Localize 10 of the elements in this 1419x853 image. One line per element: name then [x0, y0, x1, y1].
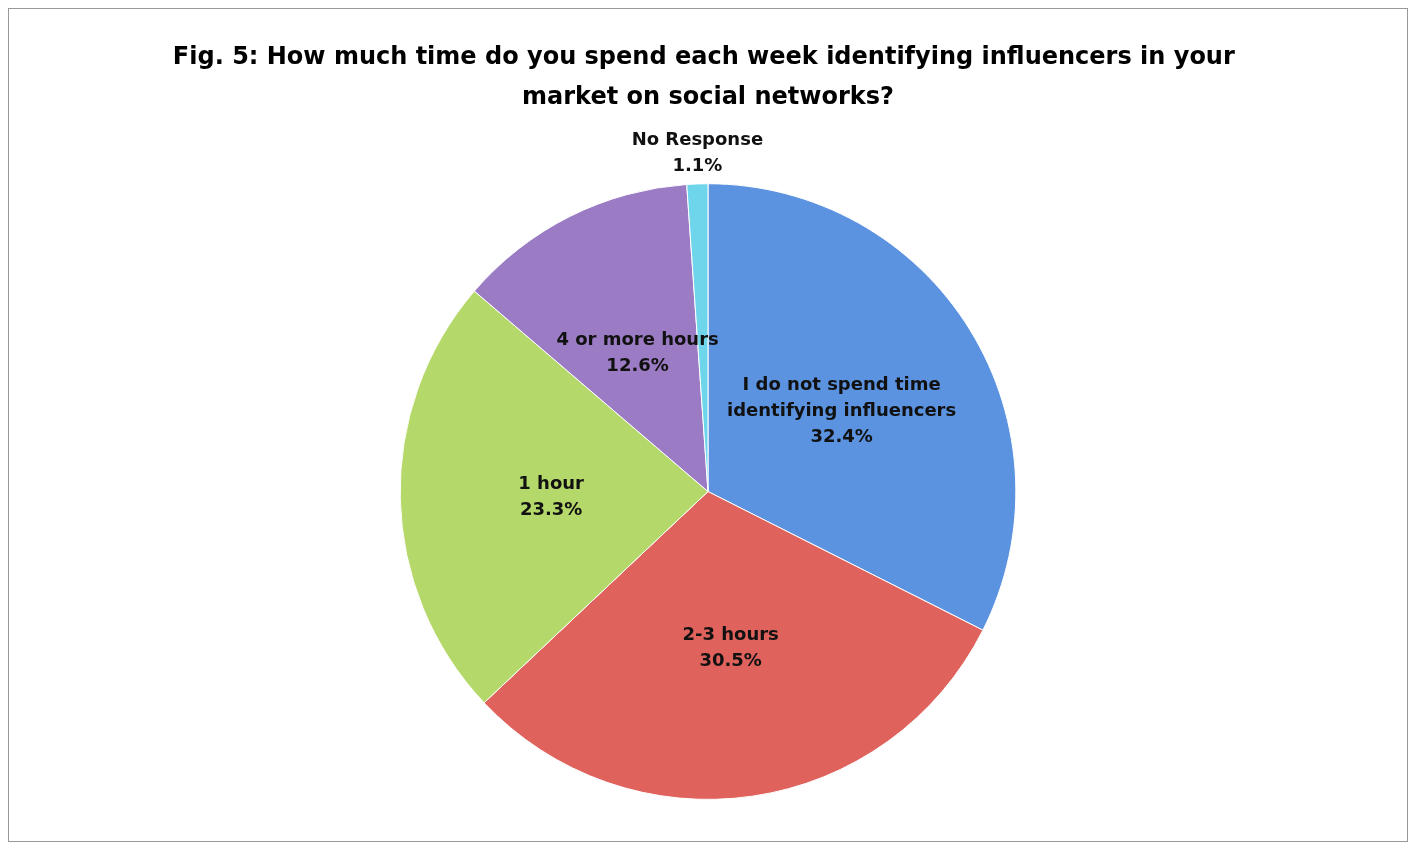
data-label: 23.3%: [519, 497, 583, 519]
data-label: 32.4%: [810, 424, 873, 446]
chart-title: Fig. 5: How much time do you spend each week identifying influencers in your market on social networks?: [172, 42, 1244, 110]
slice-label: 1 hour: [518, 471, 585, 493]
data-label: 12.6%: [606, 353, 669, 375]
slice-label: 2-3 hours: [682, 623, 779, 645]
data-label: 30.5%: [699, 649, 762, 671]
slice-label: No Response: [631, 127, 764, 149]
slice-label: I do not spend time identifying influencers: [727, 372, 957, 420]
data-label: 1.1%: [672, 153, 723, 175]
